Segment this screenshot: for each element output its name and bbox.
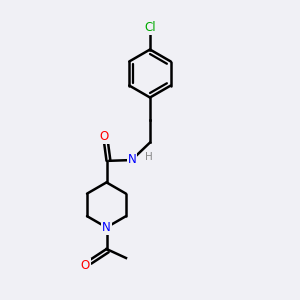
- Text: N: N: [102, 221, 111, 234]
- Text: Cl: Cl: [144, 21, 156, 34]
- Text: H: H: [145, 152, 152, 162]
- Text: O: O: [81, 259, 90, 272]
- Text: O: O: [100, 130, 109, 143]
- Text: N: N: [128, 153, 136, 167]
